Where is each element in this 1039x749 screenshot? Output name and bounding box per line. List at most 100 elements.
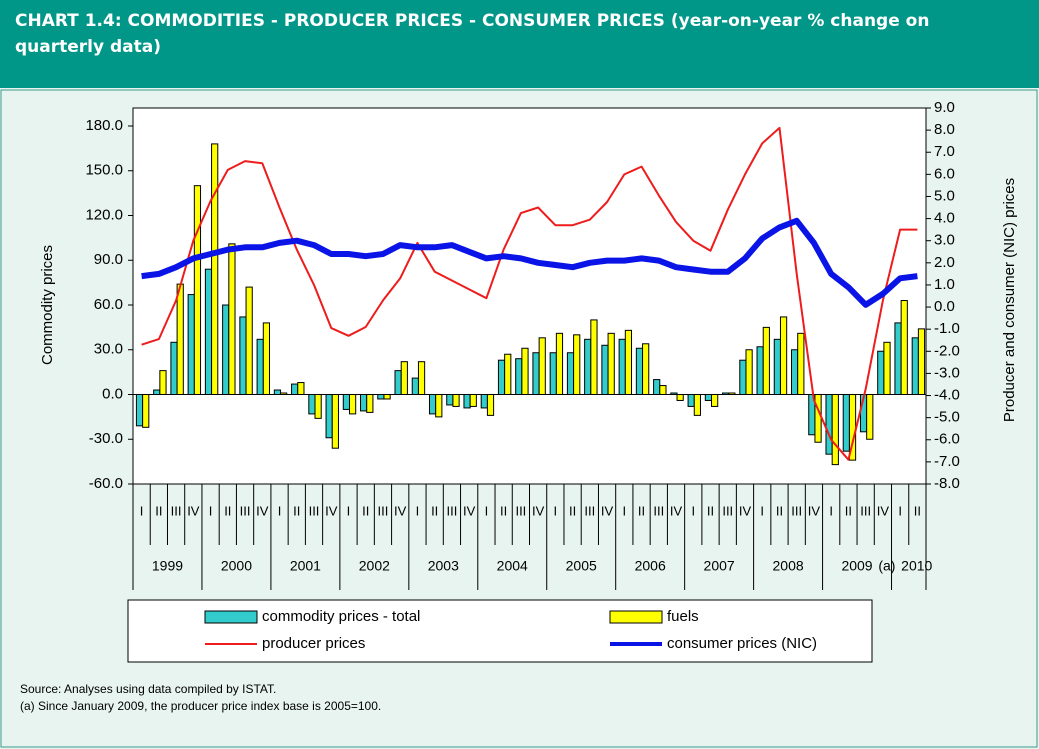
x-tick-label: I: [829, 503, 833, 518]
bar: [411, 377, 419, 396]
bar: [325, 394, 333, 439]
x-tick-label: II: [707, 503, 714, 518]
y-tick-label: -60.0: [89, 475, 123, 492]
bar: [676, 394, 684, 401]
bar: [538, 337, 546, 396]
x-tick-label: IV: [394, 503, 407, 518]
bar: [463, 394, 471, 409]
bar: [779, 316, 788, 395]
x-tick-label: IV: [601, 503, 614, 518]
bar: [331, 394, 339, 449]
chart-title: CHART 1.4: COMMODITIES - PRODUCER PRICES…: [0, 0, 1039, 88]
bar: [314, 394, 322, 419]
bar: [549, 352, 557, 396]
year-label: 2002: [359, 558, 390, 574]
y-tick-label: 150.0: [85, 162, 123, 179]
bar: [469, 394, 477, 407]
x-tick-label: IV: [877, 503, 890, 518]
x-tick-label: II: [914, 503, 921, 518]
x-tick-label: III: [171, 503, 182, 518]
bar: [653, 379, 661, 396]
bar: [400, 361, 408, 395]
x-tick-label: III: [653, 503, 664, 518]
x-tick-label: I: [278, 503, 282, 518]
bar: [348, 394, 357, 415]
bar: [877, 350, 885, 396]
year-label: 2003: [428, 558, 459, 574]
y2-tick-label: -6.0: [934, 431, 960, 448]
x-tick-label: I: [760, 503, 764, 518]
source-note: Source: Analyses using data compiled by …: [20, 682, 276, 696]
y-tick-label: 90.0: [94, 251, 123, 268]
legend-label: consumer prices (NIC): [667, 635, 817, 652]
x-tick-label: I: [347, 503, 351, 518]
x-tick-label: II: [362, 503, 369, 518]
y-tick-label: 60.0: [94, 296, 123, 313]
y2-tick-label: 3.0: [934, 232, 955, 249]
bar: [635, 347, 644, 395]
legend-label: commodity prices - total: [262, 608, 420, 625]
bar: [452, 394, 460, 407]
x-tick-label: III: [722, 503, 733, 518]
x-tick-label: I: [485, 503, 489, 518]
bar: [239, 316, 247, 395]
bar: [211, 143, 219, 395]
x-tick-label: II: [293, 503, 300, 518]
bar: [193, 185, 202, 395]
bar: [342, 394, 350, 410]
footnote: (a) Since January 2009, the producer pri…: [20, 699, 381, 713]
panel-border: [0, 89, 1038, 748]
bar: [711, 394, 719, 407]
bar: [308, 394, 316, 415]
year-label: 2007: [704, 558, 735, 574]
y2-axis-title: Producer and consumer (NIC) prices: [1001, 178, 1018, 422]
bar: [377, 394, 385, 400]
x-tick-label: II: [224, 503, 231, 518]
y-tick-label: 30.0: [94, 341, 123, 358]
y2-tick-label: -8.0: [934, 475, 960, 492]
y-tick-label: 120.0: [85, 206, 123, 223]
y2-tick-label: 4.0: [934, 210, 955, 227]
bar: [515, 358, 523, 396]
bar: [573, 334, 581, 396]
y2-tick-label: -2.0: [934, 342, 960, 359]
bar: [280, 392, 288, 395]
x-tick-label: I: [691, 503, 695, 518]
bar: [607, 332, 615, 396]
y-tick-label: 180.0: [85, 117, 123, 134]
x-tick-label: II: [500, 503, 507, 518]
bar: [687, 394, 695, 407]
y2-tick-label: 7.0: [934, 143, 955, 160]
x-tick-label: III: [791, 503, 802, 518]
x-tick-label: IV: [463, 503, 476, 518]
x-tick-label: I: [209, 503, 213, 518]
x-tick-label: III: [584, 503, 595, 518]
bar: [428, 394, 437, 415]
bar: [435, 394, 443, 418]
x-tick-label: III: [309, 503, 320, 518]
bar: [831, 394, 839, 466]
legend-swatch: [609, 610, 663, 624]
x-tick-label: II: [569, 503, 576, 518]
bar: [584, 338, 592, 395]
bar: [900, 300, 908, 395]
bar: [555, 332, 564, 396]
x-tick-label: I: [554, 503, 558, 518]
bar: [153, 389, 161, 395]
bar: [842, 394, 850, 452]
bar: [773, 338, 781, 395]
legend-label: producer prices: [262, 635, 365, 652]
x-tick-label: I: [623, 503, 627, 518]
x-tick-label: III: [447, 503, 458, 518]
bar: [486, 394, 495, 416]
bar: [894, 322, 902, 395]
y2-tick-label: 5.0: [934, 187, 955, 204]
y2-tick-label: 9.0: [934, 99, 955, 116]
bar: [825, 394, 833, 455]
bar: [739, 359, 747, 396]
bar: [866, 394, 874, 440]
year-label: 2000: [221, 558, 252, 574]
x-tick-label: I: [140, 503, 144, 518]
y2-tick-label: 0.0: [934, 298, 955, 315]
